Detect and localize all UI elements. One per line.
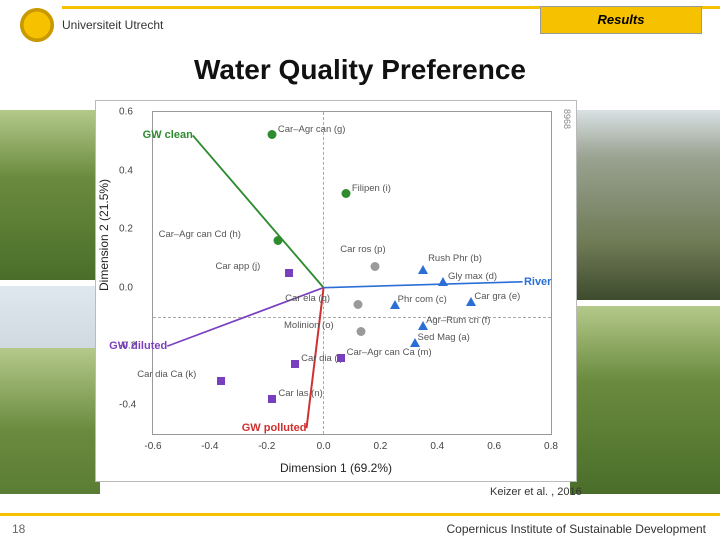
data-point: Car–Agr can (g)	[268, 126, 277, 144]
x-axis-label: Dimension 1 (69.2%)	[96, 461, 576, 475]
y-tick: 0.6	[119, 107, 133, 118]
data-point: Molinion (o)	[356, 323, 365, 341]
vector-endpoint: GW polluted	[242, 422, 307, 434]
data-point: Filipen (i)	[342, 185, 351, 203]
point-label: Filipen (i)	[352, 183, 391, 194]
x-tick: 0.6	[487, 441, 501, 452]
photo-field-bl	[0, 286, 100, 494]
vector-endpoint: GW clean	[143, 129, 193, 141]
slide-title: Water Quality Preference	[0, 54, 720, 86]
vector-endpoint: River	[524, 276, 552, 288]
x-tick: 0.4	[430, 441, 444, 452]
zero-line-y	[323, 112, 324, 434]
data-point: Car dia (l)	[291, 355, 299, 373]
data-point: Car ros (p)	[370, 258, 379, 276]
data-point: Car–Agr can Cd (h)	[274, 232, 283, 250]
x-tick: 0.0	[317, 441, 331, 452]
data-point: Phr com (c)	[390, 296, 400, 314]
uu-logo-icon	[20, 8, 54, 42]
photo-grass-tl	[0, 110, 100, 280]
header: Universiteit Utrecht Results	[0, 6, 720, 46]
data-point: Car gra (e)	[466, 293, 476, 311]
x-tick: 0.2	[373, 441, 387, 452]
point-label: Car–Agr can Cd (h)	[159, 229, 241, 240]
data-point: Car dia Ca (k)	[217, 372, 225, 390]
point-label: Car las (n)	[278, 388, 322, 399]
point-label: Rush Phr (b)	[428, 253, 482, 264]
data-point: Car las (n)	[268, 390, 276, 408]
point-label: Car–Agr can (g)	[278, 124, 346, 135]
section-tab: Results	[540, 6, 702, 34]
point-label: Molinion (o)	[284, 320, 334, 331]
data-point: Car app (j)	[285, 264, 293, 282]
university-name: Universiteit Utrecht	[62, 18, 163, 32]
point-label: Agr–Rum cri (f)	[426, 315, 490, 326]
data-point: Gly max (d)	[438, 273, 448, 291]
point-label: Sed Mag (a)	[418, 332, 470, 343]
y-axis-label: Dimension 2 (21.5%)	[97, 179, 111, 291]
plot-area: -0.6-0.4-0.20.00.20.40.60.8-0.4-0.20.00.…	[152, 111, 552, 435]
point-label: Car ros (p)	[340, 244, 385, 255]
point-label: Car ela (q)	[285, 293, 330, 304]
data-point: Car ela (q)	[353, 296, 362, 314]
data-point: Car–Agr can Ca (m)	[337, 349, 345, 367]
citation: Keizer et al. , 2016	[490, 486, 582, 498]
y-tick: 0.0	[119, 282, 133, 293]
y-tick: 0.4	[119, 165, 133, 176]
point-label: Car–Agr can Ca (m)	[347, 347, 432, 358]
x-tick: -0.6	[144, 441, 161, 452]
photo-grass-br	[570, 306, 720, 494]
photo-reeds-tr	[570, 110, 720, 300]
slide: Universiteit Utrecht Results Water Quali…	[0, 0, 720, 540]
data-point: Rush Phr (b)	[418, 261, 428, 279]
point-label: Car gra (e)	[474, 291, 520, 302]
biplot-chart: Dimension 2 (21.5%) Dimension 1 (69.2%) …	[95, 100, 577, 482]
point-label: Gly max (d)	[448, 271, 497, 282]
point-label: Car app (j)	[215, 261, 260, 272]
figure-id: 8968	[562, 109, 572, 129]
y-tick: -0.4	[119, 399, 136, 410]
x-tick: 0.8	[544, 441, 558, 452]
vector-endpoint: GW diluted	[109, 340, 167, 352]
point-label: Car dia Ca (k)	[137, 369, 196, 380]
institute-name: Copernicus Institute of Sustainable Deve…	[447, 522, 706, 536]
x-tick: -0.4	[201, 441, 218, 452]
y-tick: 0.2	[119, 224, 133, 235]
footer-rule	[0, 513, 720, 516]
zero-line-x	[153, 317, 551, 318]
page-number: 18	[12, 522, 25, 536]
point-label: Phr com (c)	[398, 294, 447, 305]
x-tick: -0.2	[258, 441, 275, 452]
